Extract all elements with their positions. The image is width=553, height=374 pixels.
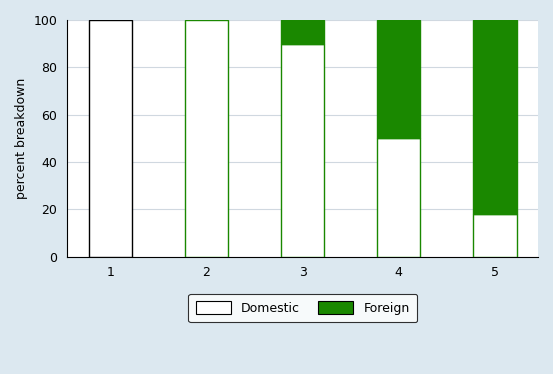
- Y-axis label: percent breakdown: percent breakdown: [15, 78, 28, 199]
- Bar: [281, 20, 324, 44]
- Bar: [473, 20, 517, 214]
- Bar: [377, 20, 420, 138]
- Legend: Domestic, Foreign: Domestic, Foreign: [188, 294, 417, 322]
- Bar: [377, 138, 420, 257]
- Bar: [185, 20, 228, 257]
- Bar: [281, 44, 324, 257]
- Bar: [473, 214, 517, 257]
- Bar: [88, 20, 132, 257]
